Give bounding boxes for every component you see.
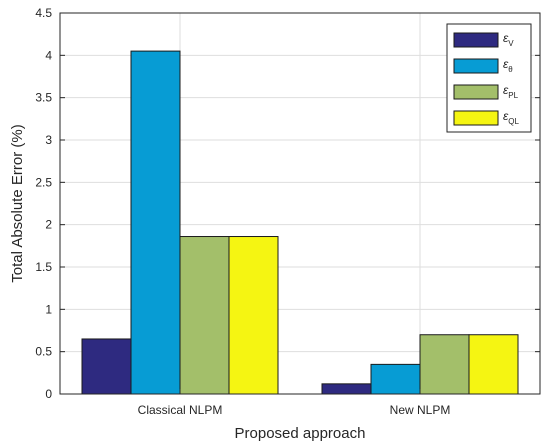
legend-swatch-v <box>453 32 499 48</box>
y-tick-label: 0.5 <box>35 345 52 359</box>
bar-ql-classical-nlpm <box>228 236 279 395</box>
plot-frame <box>59 12 541 395</box>
legend-label-θ: εθ <box>503 57 513 74</box>
y-tick-label: 1 <box>45 302 52 316</box>
bar-v-classical-nlpm <box>81 338 132 395</box>
bar-pl-new-nlpm <box>419 334 470 395</box>
y-tick-label: 3 <box>45 133 52 147</box>
bar-ql-new-nlpm <box>468 334 519 395</box>
y-tick-label: 1.5 <box>35 260 52 274</box>
legend-swatch-θ <box>453 58 499 74</box>
bar-θ-new-nlpm <box>370 363 421 395</box>
x-tick-label: New NLPM <box>390 403 451 417</box>
y-tick-label: 3.5 <box>35 91 52 105</box>
x-axis-label: Proposed approach <box>235 425 366 442</box>
legend: εV εθ εPL εQL <box>446 23 532 133</box>
bar-pl-classical-nlpm <box>179 236 230 395</box>
legend-label-v: εV <box>503 31 514 48</box>
y-tick-label: 4.5 <box>35 6 52 20</box>
legend-label-pl: εPL <box>503 83 519 100</box>
y-axis-label: Total Absolute Error (%) <box>9 124 26 282</box>
y-tick-label: 0 <box>45 387 52 401</box>
bar-θ-classical-nlpm <box>130 50 181 395</box>
y-tick-label: 2 <box>45 218 52 232</box>
x-axis-ticks: Classical NLPM New NLPM <box>138 389 451 417</box>
bar-v-new-nlpm <box>321 383 372 395</box>
y-axis-ticks: 0 0.5 1 1.5 2 2.5 3 3.5 4 4.5 <box>35 6 540 401</box>
bars <box>81 50 519 395</box>
x-tick-label: Classical NLPM <box>138 403 223 417</box>
legend-label-ql: εQL <box>503 109 520 126</box>
legend-swatch-ql <box>453 110 499 126</box>
y-tick-label: 2.5 <box>35 175 52 189</box>
legend-swatch-pl <box>453 84 499 100</box>
y-tick-label: 4 <box>45 48 52 62</box>
